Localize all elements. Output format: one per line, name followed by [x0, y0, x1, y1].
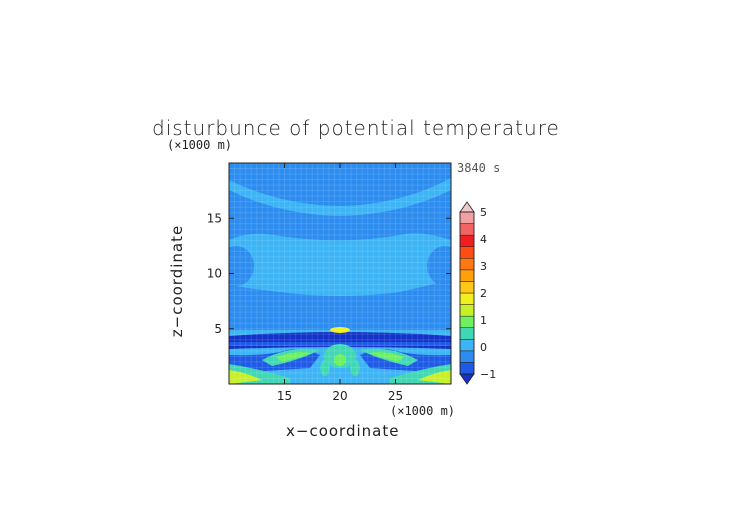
x-tick-label: 25 — [388, 389, 403, 403]
x-unit-label: (×1000 m) — [390, 404, 456, 418]
colorbar-segment — [459, 223, 475, 236]
grid-lines — [229, 163, 451, 384]
colorbar-segment — [459, 234, 475, 247]
y-tick-label: 5 — [214, 322, 222, 336]
field-center-right — [350, 360, 360, 376]
time-label: 3840 s — [457, 161, 501, 175]
field-top-spot — [330, 327, 350, 333]
colorbar-frame — [459, 211, 475, 375]
colorbar-label: 1 — [480, 314, 487, 327]
colorbar-segment — [459, 327, 475, 340]
colorbar-segment — [459, 281, 475, 294]
colorbar-over — [459, 201, 475, 213]
colorbar-label: 5 — [480, 206, 487, 219]
field-upper-lobe — [229, 190, 451, 241]
field-surface-left-core — [229, 370, 262, 384]
colorbar-label: −1 — [480, 368, 496, 381]
x-ticks: 15 20 25 — [277, 163, 403, 403]
x-tick-label: 20 — [332, 389, 347, 403]
field-mid-lobe — [229, 280, 451, 330]
colorbar-segment — [459, 246, 475, 259]
colorbar-segment — [459, 362, 475, 375]
x-tick-label: 15 — [277, 389, 292, 403]
colorbar-segment — [459, 211, 475, 224]
colorbar-segment — [459, 304, 475, 317]
colorbar: 5 4 3 2 1 0 −1 — [459, 201, 496, 385]
colorbar-label: 3 — [480, 260, 487, 273]
field-top-band — [229, 163, 451, 206]
colorbar-segment — [459, 350, 475, 363]
field-center-left — [320, 360, 330, 376]
x-axis-label: x−coordinate — [286, 422, 400, 440]
field-surface-right-core — [418, 370, 451, 384]
field-layer — [229, 163, 451, 384]
colorbar-label: 4 — [480, 233, 487, 246]
field-center-core — [334, 354, 346, 366]
colorbar-label: 0 — [480, 341, 487, 354]
y-ticks: 5 10 15 — [207, 211, 451, 336]
y-tick-label: 15 — [207, 211, 222, 225]
field-left-bump — [229, 246, 254, 286]
colorbar-segment — [459, 315, 475, 328]
colorbar-under — [459, 373, 475, 385]
colorbar-label: 2 — [480, 287, 487, 300]
colorbar-segment — [459, 269, 475, 282]
y-unit-label: (×1000 m) — [167, 138, 233, 152]
colorbar-segment — [459, 258, 475, 271]
field-arm-right-core — [368, 352, 404, 362]
field-arm-left-core — [276, 352, 312, 362]
chart-title: disturbunce of potential temperature — [152, 116, 560, 140]
field-right-bump — [427, 246, 451, 286]
colorbar-segment — [459, 339, 475, 352]
colorbar-segment — [459, 292, 475, 305]
y-tick-label: 10 — [207, 267, 222, 281]
